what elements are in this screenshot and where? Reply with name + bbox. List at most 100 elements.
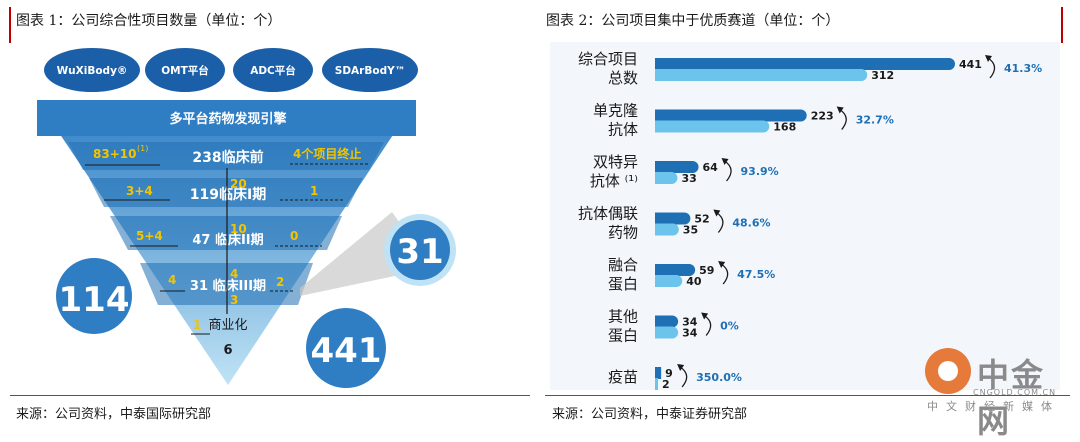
- plot-background: [550, 42, 1060, 390]
- category-label: 综合项目: [578, 50, 638, 68]
- bar-value-label: 9: [665, 367, 673, 380]
- stage-mid-value: 10: [230, 222, 247, 236]
- engine-band: [37, 100, 416, 136]
- category-label: 蛋白: [608, 327, 638, 345]
- bar-value-label: 168: [773, 121, 796, 134]
- platform-bubble: [44, 48, 140, 92]
- stage-left-value: 83+10: [93, 147, 136, 161]
- growth-label: 47.5%: [737, 268, 775, 281]
- bar-value-label: 34: [682, 316, 698, 329]
- growth-arrowhead: [721, 158, 729, 165]
- left-source: 来源：公司资料，中泰国际研究部: [16, 407, 212, 422]
- category-label: 抗体偶联: [578, 205, 638, 223]
- bar-value-label: 441: [959, 58, 982, 71]
- bar-value-label: 52: [694, 213, 709, 226]
- stat-circle-441: [306, 308, 386, 388]
- category-label: 疫苗: [608, 368, 638, 386]
- growth-arrow: [679, 366, 688, 388]
- cngold-logo-icon: [925, 348, 971, 394]
- platform-label: OMT平台: [161, 64, 209, 77]
- bar: [655, 161, 699, 173]
- growth-arrow: [720, 263, 729, 285]
- stage-label: 商业化: [208, 318, 247, 333]
- stage-band-preclinical: [68, 142, 384, 170]
- growth-label: 48.6%: [732, 217, 770, 230]
- stat-circle-value: 31: [396, 232, 443, 272]
- platform-label: ADC平台: [250, 64, 296, 77]
- growth-label: 350.0%: [696, 371, 742, 384]
- growth-arrow: [839, 108, 847, 130]
- stage-mid-value: 3: [230, 293, 238, 307]
- stage-label: 119临床I期: [190, 186, 266, 203]
- bar-value-label: 223: [811, 110, 834, 123]
- bar: [655, 69, 868, 81]
- stage-right-value: 2: [276, 275, 284, 289]
- stage-left-value: 4: [168, 273, 176, 287]
- category-label: 药物: [608, 224, 638, 242]
- category-label: 单克隆: [593, 102, 638, 120]
- growth-arrowhead: [713, 209, 721, 217]
- stage-right-value: 1: [310, 184, 318, 198]
- stage-band-phase2: [110, 216, 342, 250]
- watermark: 中金网 CNGOLD.COM.CN 中文财经新媒体: [925, 348, 1075, 440]
- stat-circle-value: 441: [311, 331, 382, 371]
- bar: [655, 264, 696, 276]
- bar-value-label: 34: [682, 327, 698, 340]
- category-label: 双特异: [593, 153, 638, 171]
- right-source: 来源：公司资料，中泰证券研究部: [552, 407, 748, 422]
- growth-arrowhead: [701, 312, 709, 320]
- watermark-tagline: 中文财经新媒体: [927, 400, 1060, 413]
- category-label: 融合: [608, 256, 638, 274]
- growth-label: 0%: [720, 320, 739, 333]
- bar: [655, 120, 770, 133]
- growth-arrowhead: [677, 364, 685, 371]
- bar: [655, 212, 691, 225]
- watermark-url: CNGOLD.COM.CN: [973, 388, 1057, 397]
- bar: [655, 109, 807, 122]
- stat-circle-value: 114: [59, 280, 130, 320]
- category-label: 抗体 ⁽¹⁾: [590, 172, 638, 190]
- left-figure-title: 图表 1：公司综合性项目数量（单位：个）: [16, 13, 282, 29]
- right-bottom-rule: [545, 395, 1070, 396]
- growth-label: 41.3%: [1004, 62, 1042, 75]
- growth-arrow: [703, 314, 712, 336]
- category-label: 总数: [608, 69, 638, 87]
- growth-arrow: [715, 211, 724, 233]
- category-label: 蛋白: [608, 275, 638, 293]
- category-label: 其他: [608, 308, 638, 326]
- growth-label: 93.9%: [741, 165, 779, 178]
- stage-mid-value: 20: [230, 177, 247, 191]
- pipeline-funnel-diagram: 多平台药物发现引擎 WuXiBody® OMT平台 ADC平台 SDArBodY…: [37, 48, 456, 388]
- category-label: 抗体: [608, 121, 638, 139]
- bar-value-label: 312: [871, 69, 894, 82]
- stage-left-value: 5+4: [136, 229, 163, 243]
- stage-left-value: 1: [193, 318, 201, 332]
- growth-arrowhead: [836, 106, 844, 114]
- stage-label: 47 临床II期: [192, 232, 263, 248]
- growth-arrow: [987, 57, 996, 79]
- bar-value-label: 35: [683, 224, 698, 237]
- platform-bubble: [322, 48, 418, 92]
- left-bottom-rule: [10, 395, 530, 396]
- platform-bubble: [145, 48, 225, 92]
- bar-value-label: 33: [681, 172, 696, 185]
- right-title-accent: [1061, 7, 1063, 43]
- platform-label: SDArBodY™: [335, 65, 405, 77]
- stage-left-value: 3+4: [126, 184, 153, 198]
- growth-label: 32.7%: [856, 114, 894, 127]
- growth-arrowhead: [718, 261, 726, 268]
- stat-circle-114: [56, 258, 132, 334]
- growth-arrowhead: [985, 55, 992, 62]
- stage-mid-value: 4: [230, 267, 238, 281]
- bar-value-label: 2: [662, 378, 670, 391]
- stage-right-value: 4个项目终止: [293, 146, 361, 161]
- bar-value-label: 59: [699, 264, 714, 277]
- engine-label: 多平台药物发现引擎: [169, 111, 286, 127]
- right-figure-title: 图表 2：公司项目集中于优质赛道（单位：个）: [546, 13, 840, 29]
- platform-bubbles: WuXiBody® OMT平台 ADC平台 SDArBodY™: [44, 48, 418, 92]
- stage-label: 31 临床III期: [190, 278, 266, 294]
- stage-right-value: 0: [290, 229, 298, 243]
- bar-value-label: 40: [686, 275, 702, 288]
- bar: [655, 58, 955, 70]
